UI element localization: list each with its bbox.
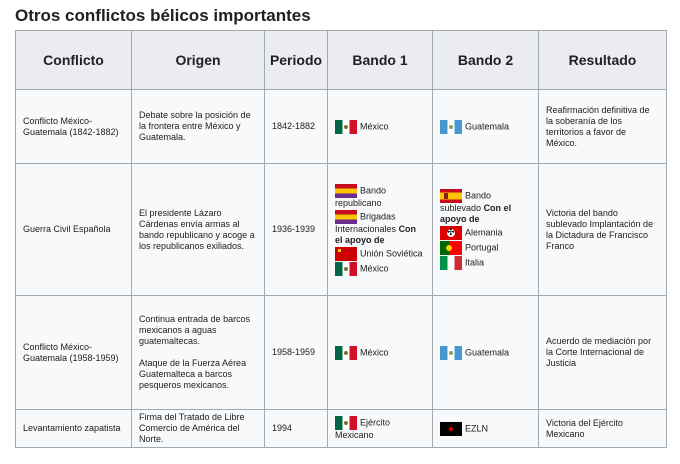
- side-entry-label[interactable]: Guatemala: [465, 346, 510, 357]
- side2-cell: Guatemala: [432, 295, 539, 410]
- side1-cell: Bando republicano Brigadas Internacional…: [327, 163, 433, 296]
- side-entry: Portugal: [440, 241, 531, 255]
- side-entry: México: [335, 261, 425, 276]
- side-entry-label[interactable]: Ejército Mexicano: [335, 417, 391, 440]
- support-label: Con el apoyo de: [440, 203, 512, 224]
- origin-paragraph: Continua entrada de barcos mexicanos a a…: [139, 314, 251, 346]
- mexico-flag-icon: [335, 261, 357, 276]
- side-entry: Bando republicano: [335, 183, 425, 209]
- table-row: Levantamiento zapatista Firma del Tratad…: [15, 409, 667, 448]
- column-header-side2[interactable]: Bando 2: [432, 30, 539, 90]
- column-header-result[interactable]: Resultado: [538, 30, 667, 90]
- guatemala-flag-icon: [440, 119, 462, 134]
- side-entry: Italia: [440, 256, 531, 270]
- mexico-flag-icon: [335, 416, 357, 430]
- side-entry-label[interactable]: México: [360, 346, 389, 357]
- side1-cell: México: [327, 295, 433, 410]
- table-row: Conflicto México-Guatemala (1958-1959) C…: [15, 295, 667, 410]
- mexico-flag-icon: [335, 345, 357, 360]
- italy-flag-icon: [440, 256, 462, 270]
- conflict-cell: Conflicto México-Guatemala (1842-1882): [15, 89, 132, 164]
- side2-cell: Bando sublevado Con el apoyo de Alemania…: [432, 163, 539, 296]
- column-header-conflict[interactable]: Conflicto: [15, 30, 132, 90]
- spain-republic-flag-icon: [335, 209, 357, 224]
- conflicts-table: Conflicto Origen Periodo Bando 1 Bando 2…: [15, 30, 667, 448]
- guatemala-flag-icon: [440, 345, 462, 360]
- result-cell: Reafirmación definitiva de la soberanía …: [538, 89, 667, 164]
- side1-cell: México: [327, 89, 433, 164]
- result-cell: Victoria del bando sublevado Implantació…: [538, 163, 667, 296]
- side2-cell: Guatemala: [432, 89, 539, 164]
- side-entry-label[interactable]: Unión Soviética: [360, 247, 423, 258]
- side-entry: Ejército Mexicano: [335, 416, 425, 441]
- side-entry: Bando sublevado Con el apoyo de: [440, 189, 531, 225]
- conflict-cell: Levantamiento zapatista: [15, 409, 132, 448]
- support-label: Con el apoyo de: [335, 223, 417, 245]
- side-entry-label[interactable]: México: [360, 262, 389, 273]
- conflict-cell: Guerra Civil Española: [15, 163, 132, 296]
- period-cell: 1994: [264, 409, 328, 448]
- table-row: Guerra Civil Española El presidente Láza…: [15, 163, 667, 296]
- side-entry: Guatemala: [440, 345, 531, 360]
- side-entry-label[interactable]: Guatemala: [465, 120, 510, 131]
- ezln-flag-icon: [440, 421, 462, 436]
- period-cell: 1936-1939: [264, 163, 328, 296]
- side-entry-label[interactable]: Brigadas Internacionales: [335, 210, 397, 234]
- origin-paragraph: Ataque de la Fuerza Aérea Guatemalteca a…: [139, 358, 247, 390]
- side-entry-label[interactable]: Bando sublevado: [440, 190, 492, 213]
- side2-cell: EZLN: [432, 409, 539, 448]
- mexico-flag-icon: [335, 119, 357, 134]
- conflict-cell: Conflicto México-Guatemala (1958-1959): [15, 295, 132, 410]
- table-row: Conflicto México-Guatemala (1842-1882) D…: [15, 89, 667, 164]
- side-entry: EZLN: [440, 421, 531, 436]
- column-header-origin[interactable]: Origen: [131, 30, 265, 90]
- side-entry: Brigadas Internacionales Con el apoyo de: [335, 209, 425, 246]
- period-cell: 1958-1959: [264, 295, 328, 410]
- result-cell: Acuerdo de mediación por la Corte Intern…: [538, 295, 667, 410]
- side-entry: Guatemala: [440, 119, 531, 134]
- soviet-union-flag-icon: [335, 246, 357, 261]
- side-entry-label[interactable]: Italia: [465, 257, 485, 268]
- side-entry: México: [335, 119, 425, 134]
- side-entry: Alemania: [440, 226, 531, 240]
- germany-flag-icon: [440, 226, 462, 240]
- origin-cell: Continua entrada de barcos mexicanos a a…: [131, 295, 265, 410]
- origin-cell: Debate sobre la posición de la frontera …: [131, 89, 265, 164]
- column-header-side1[interactable]: Bando 1: [327, 30, 433, 90]
- origin-cell: Firma del Tratado de Libre Comercio de A…: [131, 409, 265, 448]
- spain-nationalist-flag-icon: [440, 189, 462, 203]
- column-header-period[interactable]: Periodo: [264, 30, 328, 90]
- period-cell: 1842-1882: [264, 89, 328, 164]
- side-entry: Unión Soviética: [335, 246, 425, 261]
- side-entry-label[interactable]: México: [360, 120, 389, 131]
- side-entry: México: [335, 345, 425, 360]
- section-heading: Otros conflictos bélicos importantes: [15, 6, 311, 25]
- origin-cell: El presidente Lázaro Cárdenas envía arma…: [131, 163, 265, 296]
- side-entry-label[interactable]: EZLN: [465, 422, 489, 433]
- result-cell: Victoria del Ejército Mexicano: [538, 409, 667, 448]
- table-header-row: Conflicto Origen Periodo Bando 1 Bando 2…: [15, 30, 667, 90]
- side1-cell: Ejército Mexicano: [327, 409, 433, 448]
- portugal-flag-icon: [440, 241, 462, 255]
- spain-republic-flag-icon: [335, 183, 357, 198]
- side-entry-label[interactable]: Bando republicano: [335, 184, 387, 208]
- side-entry-label[interactable]: Alemania: [465, 227, 503, 238]
- side-entry-label[interactable]: Portugal: [465, 242, 499, 253]
